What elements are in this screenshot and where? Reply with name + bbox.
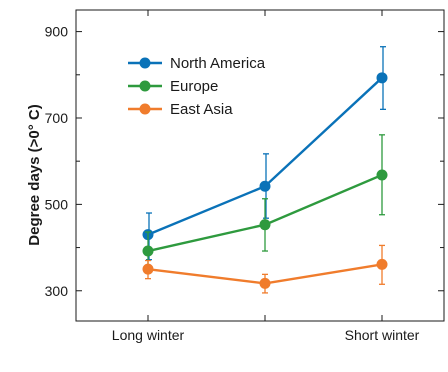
data-point [142, 245, 154, 257]
legend-item: Europe [128, 78, 218, 95]
data-point [376, 72, 388, 84]
legend-label: Europe [170, 78, 218, 95]
data-point [259, 277, 271, 289]
y-tick-label: 900 [45, 24, 69, 40]
legend-swatch-marker [139, 103, 151, 115]
series-east-asia [142, 244, 388, 294]
data-point [259, 180, 271, 192]
x-tick-label: Short winter [345, 327, 420, 343]
series-north-america [142, 46, 388, 261]
data-point [142, 263, 154, 275]
legend-swatch-marker [139, 57, 151, 69]
legend-item: East Asia [128, 101, 233, 118]
series-layer [142, 46, 388, 294]
y-axis-title: Degree days (>0° C) [26, 104, 43, 245]
y-tick-label: 500 [45, 196, 69, 212]
plot-frame [75, 9, 445, 322]
data-point [376, 258, 388, 270]
legend: North America Europe East Asia [128, 55, 266, 118]
legend-label: North America [170, 55, 266, 72]
legend-label: East Asia [170, 101, 233, 118]
series-europe [142, 134, 388, 271]
data-point [376, 169, 388, 181]
legend-item: North America [128, 55, 266, 72]
x-tick-label: Long winter [112, 327, 185, 343]
x-axis: Long winter Short winter [112, 10, 420, 343]
y-axis: 300 500 700 900 [45, 24, 444, 299]
data-point [259, 219, 271, 231]
y-tick-label: 300 [45, 283, 69, 299]
legend-swatch-marker [139, 80, 151, 92]
y-tick-label: 700 [45, 110, 69, 126]
